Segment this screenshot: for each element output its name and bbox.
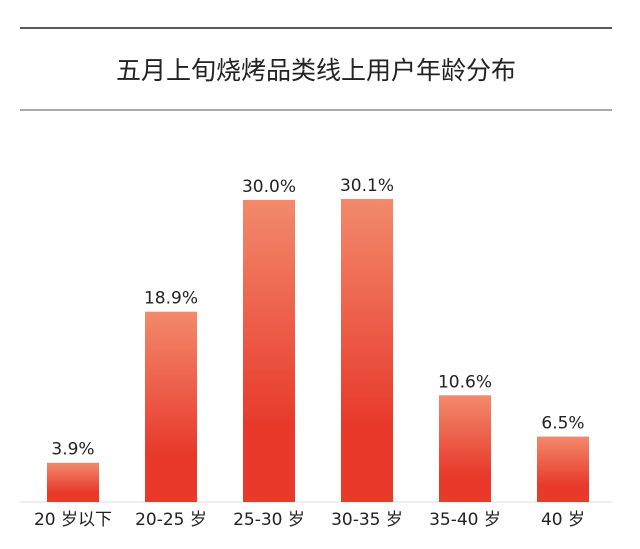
value-label: 3.9%: [51, 440, 94, 460]
value-label: 30.0%: [242, 177, 296, 197]
value-label: 6.5%: [541, 414, 584, 434]
x-tick-label: 20 岁以下: [34, 510, 112, 530]
bar: [537, 436, 589, 502]
bar: [439, 395, 491, 502]
chart-title: 五月上旬烧烤品类线上用户年龄分布: [116, 56, 516, 85]
x-tick-label: 40 岁: [541, 510, 585, 530]
x-tick-label: 25-30 岁: [233, 510, 305, 530]
bar: [243, 199, 295, 502]
bar: [47, 462, 99, 502]
x-tick-label: 20-25 岁: [135, 510, 207, 530]
value-label: 10.6%: [438, 372, 492, 392]
x-tick-label: 35-40 岁: [429, 510, 501, 530]
x-tick-label: 30-35 岁: [331, 510, 403, 530]
bar: [341, 198, 393, 502]
value-label: 30.1%: [340, 176, 394, 196]
bar: [145, 311, 197, 502]
value-label: 18.9%: [144, 289, 198, 309]
